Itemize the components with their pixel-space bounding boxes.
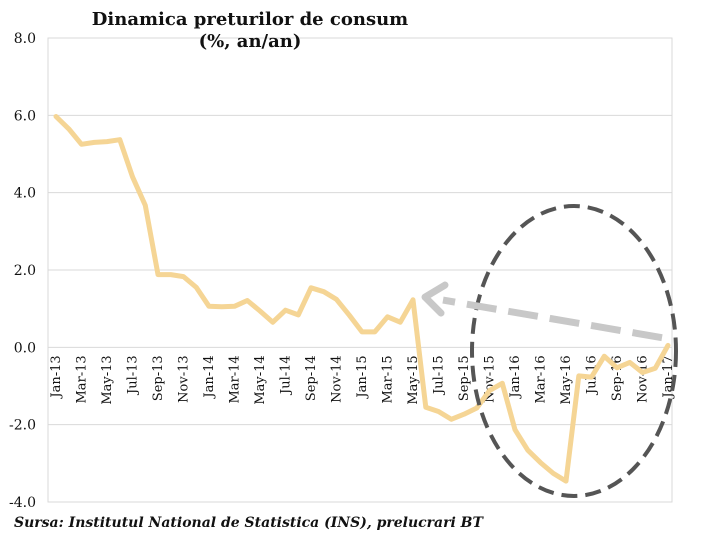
data-point — [79, 142, 84, 147]
y-tick-label: -2.0 — [9, 418, 36, 434]
data-point — [117, 137, 122, 142]
grid-lines — [47, 37, 673, 503]
data-point — [411, 297, 416, 302]
data-point — [296, 312, 301, 317]
data-point — [449, 417, 454, 422]
y-axis-ticks: 8.0 6.0 4.0 2.0 0.0 -2.0 -4.0 — [9, 31, 36, 511]
y-tick-label: 0.0 — [14, 340, 36, 356]
data-point — [130, 174, 135, 179]
data-point — [551, 471, 556, 476]
data-point — [245, 298, 250, 303]
data-point — [66, 126, 71, 131]
dashed-arrow-line — [442, 296, 663, 342]
data-point — [474, 406, 479, 411]
data-point — [283, 308, 288, 313]
data-point — [538, 460, 543, 465]
data-point — [436, 409, 441, 414]
y-tick-label: 2.0 — [14, 263, 36, 279]
x-tick-label: Mar-15 — [381, 355, 396, 403]
x-tick-label: Sep-14 — [304, 355, 319, 401]
arrow-head — [421, 281, 449, 317]
y-tick-label: 8.0 — [14, 31, 36, 47]
data-point — [194, 285, 199, 290]
data-point — [462, 412, 467, 417]
data-point — [653, 366, 658, 371]
x-tick-label: Sep-15 — [457, 355, 472, 401]
data-point — [525, 448, 530, 453]
x-tick-label: Mar-16 — [534, 355, 549, 403]
data-point — [627, 360, 632, 365]
annotation-layer — [421, 204, 678, 498]
data-point — [385, 314, 390, 319]
data-point — [207, 304, 212, 309]
y-tick-label: -4.0 — [9, 495, 36, 511]
x-tick-label: May-14 — [253, 355, 268, 404]
x-tick-label: Nov-14 — [330, 355, 345, 402]
data-point — [487, 388, 492, 393]
x-tick-label: Jan-16 — [508, 355, 523, 399]
x-tick-label: May-16 — [559, 355, 574, 404]
x-tick-label: Mar-14 — [228, 355, 243, 403]
data-point — [500, 381, 505, 386]
data-point — [423, 405, 428, 410]
data-point — [156, 272, 161, 277]
data-point — [258, 308, 263, 313]
x-tick-label: Jan-14 — [202, 355, 217, 399]
x-tick-label: Jul-13 — [126, 355, 141, 396]
data-point — [92, 140, 97, 145]
data-point — [54, 114, 59, 119]
cpi-series-line — [53, 114, 671, 484]
data-point — [347, 313, 352, 318]
data-point — [309, 285, 314, 290]
data-point — [334, 297, 339, 302]
source-note: Sursa: Institutul National de Statistica… — [14, 515, 485, 531]
x-tick-label: Nov-16 — [636, 355, 651, 402]
x-tick-label: Jan-15 — [355, 355, 370, 399]
data-point — [666, 343, 671, 348]
data-point — [602, 354, 607, 359]
data-point — [564, 479, 569, 484]
data-point — [232, 304, 237, 309]
data-point — [640, 370, 645, 375]
x-tick-label: Jul-14 — [279, 355, 294, 396]
data-point — [321, 289, 326, 294]
y-tick-label: 6.0 — [14, 108, 36, 124]
data-point — [219, 304, 224, 309]
x-axis-ticks: Jan-13 Mar-13 May-13 Jul-13 Sep-13 Nov-13 Jan-… — [49, 355, 676, 404]
data-point — [105, 139, 110, 144]
data-point — [270, 320, 275, 325]
chart-title: Dinamica preturilor de consum — [92, 9, 408, 30]
data-point — [576, 373, 581, 378]
x-tick-label: Nov-13 — [177, 355, 192, 402]
data-point — [513, 427, 518, 432]
x-tick-label: May-13 — [100, 355, 115, 404]
data-point — [615, 365, 620, 370]
x-tick-label: Jul-15 — [432, 355, 447, 396]
data-point — [360, 329, 365, 334]
data-point — [143, 203, 148, 208]
data-point — [589, 375, 594, 380]
x-tick-label: Mar-13 — [75, 355, 90, 403]
data-point — [181, 274, 186, 279]
series-layer — [53, 114, 671, 484]
data-point — [398, 320, 403, 325]
highlight-ellipse — [470, 204, 678, 498]
x-tick-label: Sep-13 — [151, 355, 166, 401]
x-tick-label: Jan-13 — [49, 355, 64, 399]
x-tick-label: May-15 — [406, 355, 421, 404]
data-point — [372, 329, 377, 334]
data-point — [168, 272, 173, 277]
y-tick-label: 4.0 — [14, 186, 36, 202]
chart-subtitle: (%, an/an) — [199, 31, 302, 52]
